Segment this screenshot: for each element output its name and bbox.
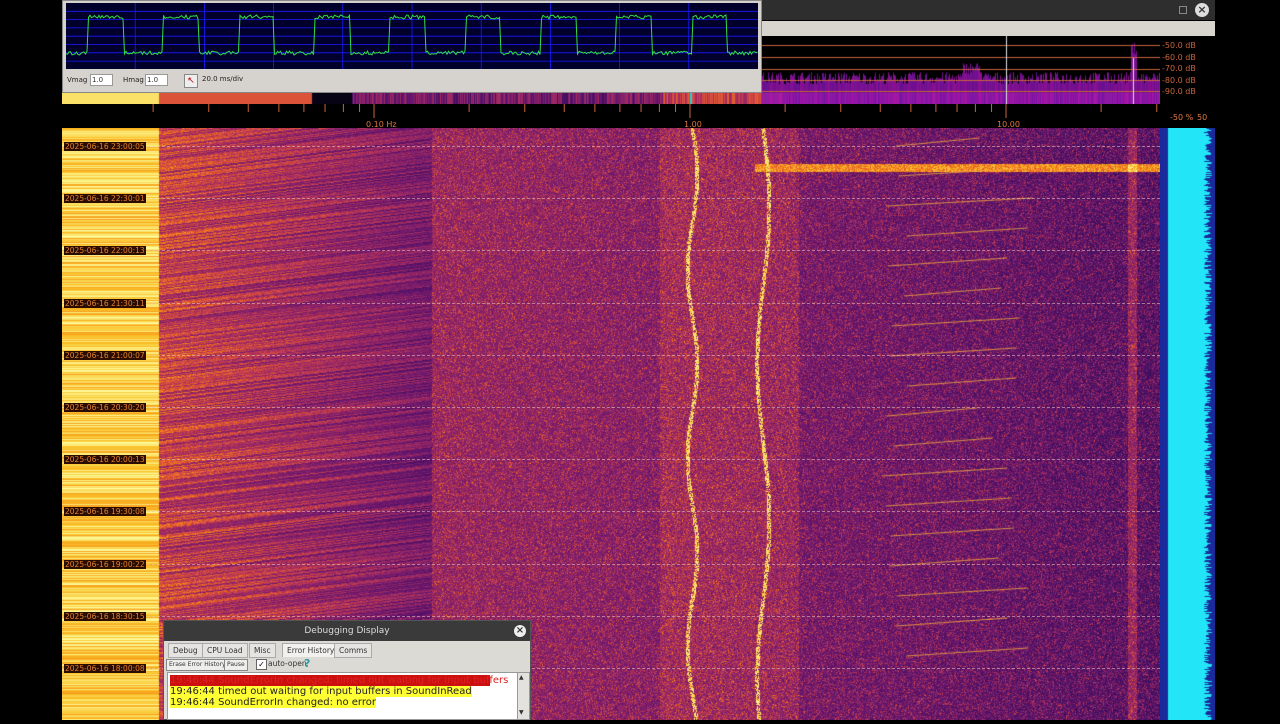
error-log[interactable]: 19:46:44 SoundErrorIn changed: timed out… <box>167 672 519 720</box>
log-scrollbar[interactable]: ▲ ▼ <box>517 672 530 720</box>
time-marker-line <box>62 198 1160 200</box>
auto-open-checkbox[interactable]: ✓ <box>256 659 267 670</box>
percent-label: -50 % <box>1170 113 1194 122</box>
hmag-label: Hmag <box>123 76 144 84</box>
timestamp-label: 2025-06-16 21:30:11 <box>64 298 146 308</box>
time-marker-line <box>62 146 1160 147</box>
timestamp-label: 2025-06-16 22:30:01 <box>64 194 146 204</box>
maximize-icon[interactable] <box>1179 6 1187 14</box>
timestamp-label: 2025-06-16 20:30:20 <box>64 403 146 412</box>
freq-label-1: 1.00 <box>684 120 702 129</box>
close-icon[interactable]: × <box>1195 3 1209 17</box>
log-line: 19:46:44 timed out waiting for input buf… <box>170 686 472 697</box>
debug-dialog[interactable]: Debugging Display × Debug CPU Load Misc … <box>163 620 531 720</box>
tab-debug[interactable]: Debug <box>168 643 203 658</box>
db-label: -60.0 dB <box>1162 53 1196 62</box>
time-marker-line <box>62 302 1160 304</box>
time-marker-line <box>62 668 1160 669</box>
tab-error-history[interactable]: Error History <box>282 643 340 657</box>
scope-plot <box>65 3 758 69</box>
db-label: -80.0 dB <box>1162 76 1196 85</box>
timestamp-label: 2025-06-16 21:00:07 <box>64 350 146 360</box>
erase-error-history-button[interactable]: Erase Error History <box>166 659 229 671</box>
freq-label-0.1: 0.10 Hz <box>366 120 397 129</box>
pause-button[interactable]: Pause <box>224 659 248 671</box>
level-canvas <box>1160 128 1215 720</box>
percent-label: 50 <box>1197 113 1208 122</box>
percent-scale: -50 % 50 <box>1160 104 1215 128</box>
log-line: 19:46:44 SoundErrorIn changed: no error <box>170 697 376 708</box>
vmag-input[interactable]: 1.0 <box>90 74 113 86</box>
timestamp-label: 2025-06-16 19:30:08 <box>64 507 146 517</box>
hmag-input[interactable]: 1.0 <box>145 74 168 86</box>
vmag-label: Vmag <box>67 76 88 84</box>
frequency-ruler[interactable]: 0.10 Hz 1.00 10.00 <box>62 104 1160 129</box>
cursor-arrow-icon[interactable]: ↖ <box>184 74 198 88</box>
scroll-up-icon[interactable]: ▲ <box>519 674 524 681</box>
scroll-down-icon[interactable]: ▼ <box>519 709 524 716</box>
time-marker-line <box>62 354 1160 356</box>
timestamp-label: 2025-06-16 23:00:05 <box>64 142 146 151</box>
timestamp-label: 2025-06-16 18:30:15 <box>64 611 146 621</box>
question-icon[interactable]: ? <box>304 657 311 670</box>
close-icon[interactable]: × <box>514 625 526 637</box>
timestamp-label: 2025-06-16 19:00:22 <box>64 559 146 569</box>
time-marker-line <box>62 511 1160 513</box>
scope-trace <box>65 13 758 57</box>
tab-cpu-load[interactable]: CPU Load <box>202 643 248 658</box>
db-label: -50.0 dB <box>1162 41 1196 50</box>
timestamp-label: 2025-06-16 22:00:13 <box>64 246 146 256</box>
time-marker-line <box>62 459 1160 461</box>
time-marker-line <box>62 563 1160 565</box>
scope-window[interactable]: Vmag 1.0 Hmag 1.0 ↖ 20.0 ms/div <box>62 0 762 93</box>
time-marker-line <box>62 250 1160 252</box>
auto-open-label: auto-open <box>268 659 307 668</box>
timestamp-label: 2025-06-16 20:00:13 <box>64 455 146 465</box>
level-strip <box>1160 128 1215 720</box>
freq-label-10: 10.00 <box>997 120 1020 129</box>
tab-misc[interactable]: Misc <box>249 643 276 658</box>
time-marker-line <box>62 407 1160 408</box>
timebase-label: 20.0 ms/div <box>202 75 244 83</box>
timestamp-label: 2025-06-16 18:00:08 <box>64 664 146 673</box>
db-label: -70.0 dB <box>1162 64 1196 73</box>
time-marker-line <box>62 615 1160 617</box>
log-line: 19:46:44 SoundErrorIn changed: timed out… <box>170 675 509 686</box>
db-label: -90.0 dB <box>1162 87 1196 96</box>
tab-comms[interactable]: Comms <box>334 643 373 658</box>
dialog-title: Debugging Display <box>164 621 530 641</box>
